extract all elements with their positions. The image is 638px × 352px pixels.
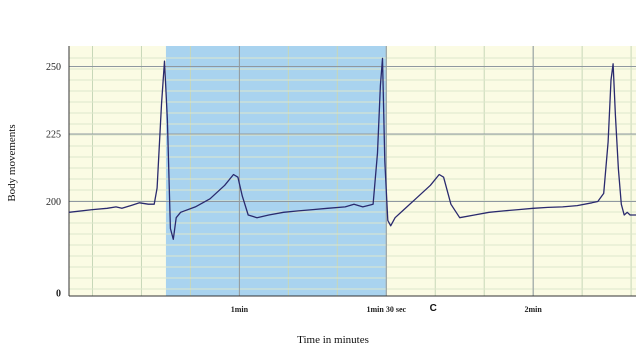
y-tick-label: 0 bbox=[56, 289, 61, 300]
y-tick-label: 225 bbox=[46, 130, 61, 141]
y-tick-label: 250 bbox=[46, 62, 61, 73]
x-tick-label: 1min bbox=[231, 305, 249, 314]
annotation-label: C bbox=[430, 303, 437, 314]
x-tick-label: 1min 30 sec bbox=[367, 305, 407, 314]
y-tick-label: 200 bbox=[46, 197, 61, 208]
annotations: C bbox=[430, 303, 437, 314]
x-tick-label: 2min bbox=[525, 305, 543, 314]
series-line-body-movements bbox=[68, 57, 636, 240]
highlighted-interval bbox=[165, 46, 387, 296]
y-axis-title: Body movements bbox=[6, 124, 18, 201]
x-tick-labels: 1min 1min 30 sec 2min bbox=[231, 305, 543, 314]
y-tick-labels: 0 200 225 250 bbox=[46, 62, 61, 300]
x-axis-title: Time in minutes bbox=[297, 334, 369, 346]
